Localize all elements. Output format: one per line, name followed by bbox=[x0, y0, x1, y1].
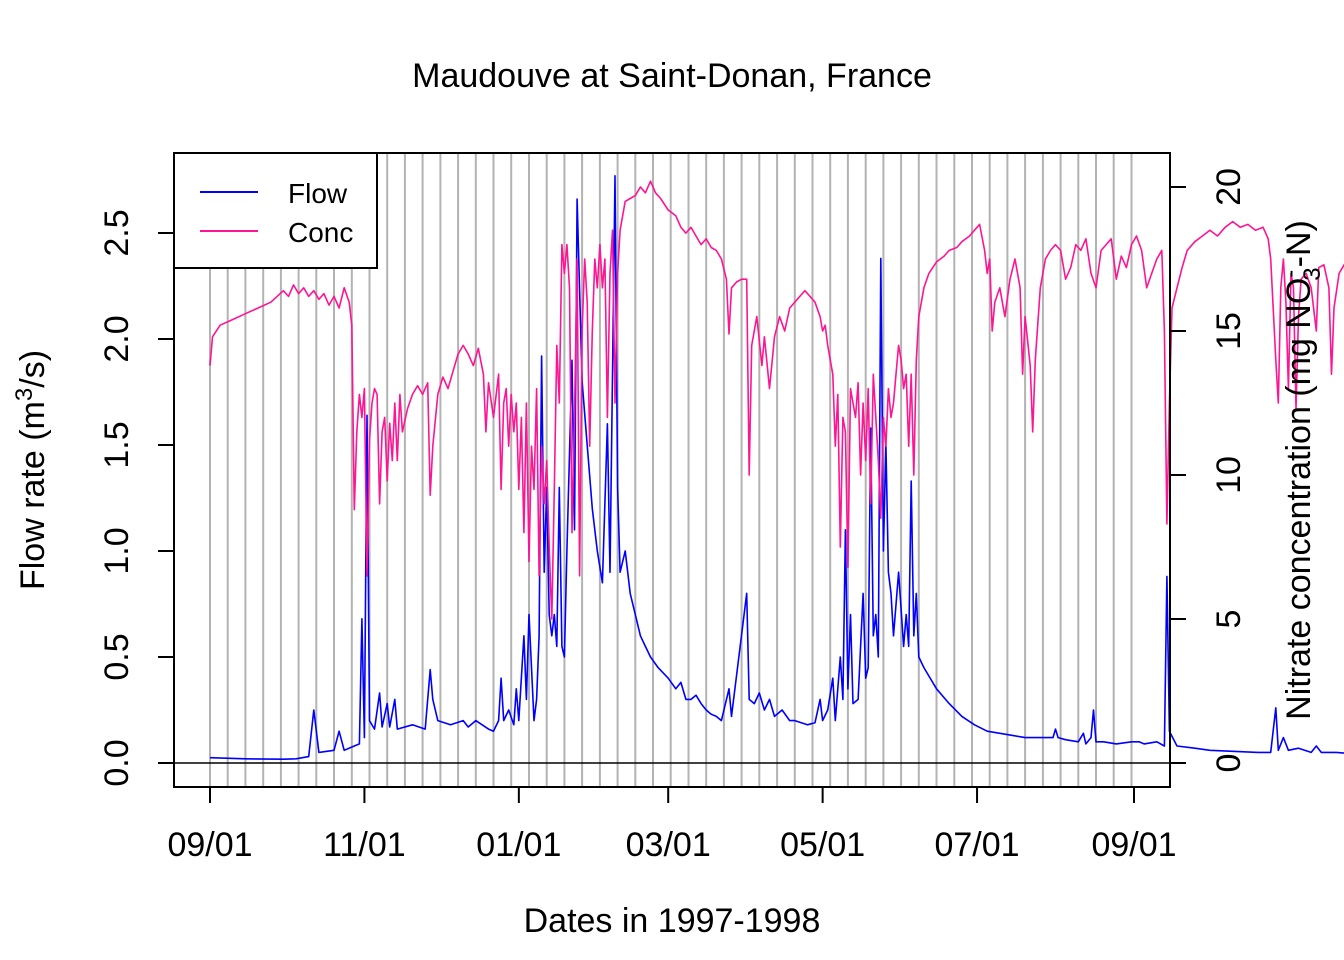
y-left-tick-label: 0.0 bbox=[98, 739, 136, 786]
y-right-tick-label: 15 bbox=[1210, 312, 1248, 350]
y-axis-left-label: Flow rate (m3/s) bbox=[11, 350, 52, 590]
series-line-flow bbox=[209, 175, 1344, 761]
legend-label-flow: Flow bbox=[288, 178, 348, 209]
x-tick-label: 09/01 bbox=[167, 826, 252, 864]
x-tick-label: 11/01 bbox=[323, 826, 406, 864]
y-right-tick-label: 0 bbox=[1210, 754, 1248, 773]
x-tick-label: 09/01 bbox=[1091, 826, 1176, 864]
y-axis-left: 0.0 0.5 1.0 1.5 2.0 2.5 bbox=[98, 209, 175, 787]
y-right-tick-label: 5 bbox=[1210, 610, 1248, 629]
legend-box bbox=[173, 152, 378, 269]
legend: Flow Conc bbox=[173, 152, 378, 269]
series-lines bbox=[209, 175, 1344, 761]
y-right-tick-label: 10 bbox=[1210, 456, 1248, 494]
legend-label-conc: Conc bbox=[288, 217, 353, 248]
x-tick-label: 07/01 bbox=[934, 826, 1019, 864]
y-left-tick-label: 0.5 bbox=[98, 633, 136, 680]
y-left-tick-label: 1.0 bbox=[98, 527, 136, 574]
x-axis-label: Dates in 1997-1998 bbox=[524, 902, 821, 940]
y-axis-right: 0 5 10 15 20 bbox=[1169, 168, 1248, 773]
y-left-tick-label: 2.0 bbox=[98, 315, 136, 362]
y-right-tick-label: 20 bbox=[1210, 168, 1248, 206]
series-line-conc bbox=[209, 180, 1344, 620]
x-tick-label: 03/01 bbox=[626, 826, 711, 864]
x-tick-label: 05/01 bbox=[780, 826, 865, 864]
y-axis-right-label: Nitrate concentration (mg NO-3-N) bbox=[1277, 220, 1326, 720]
chart-title: Maudouve at Saint-Donan, France bbox=[412, 57, 932, 95]
x-axis: 09/01 11/01 01/01 03/01 05/01 07/01 09/01 bbox=[167, 786, 1177, 864]
x-tick-label: 01/01 bbox=[476, 826, 561, 864]
y-left-tick-label: 1.5 bbox=[98, 421, 136, 468]
y-left-tick-label: 2.5 bbox=[98, 209, 136, 256]
